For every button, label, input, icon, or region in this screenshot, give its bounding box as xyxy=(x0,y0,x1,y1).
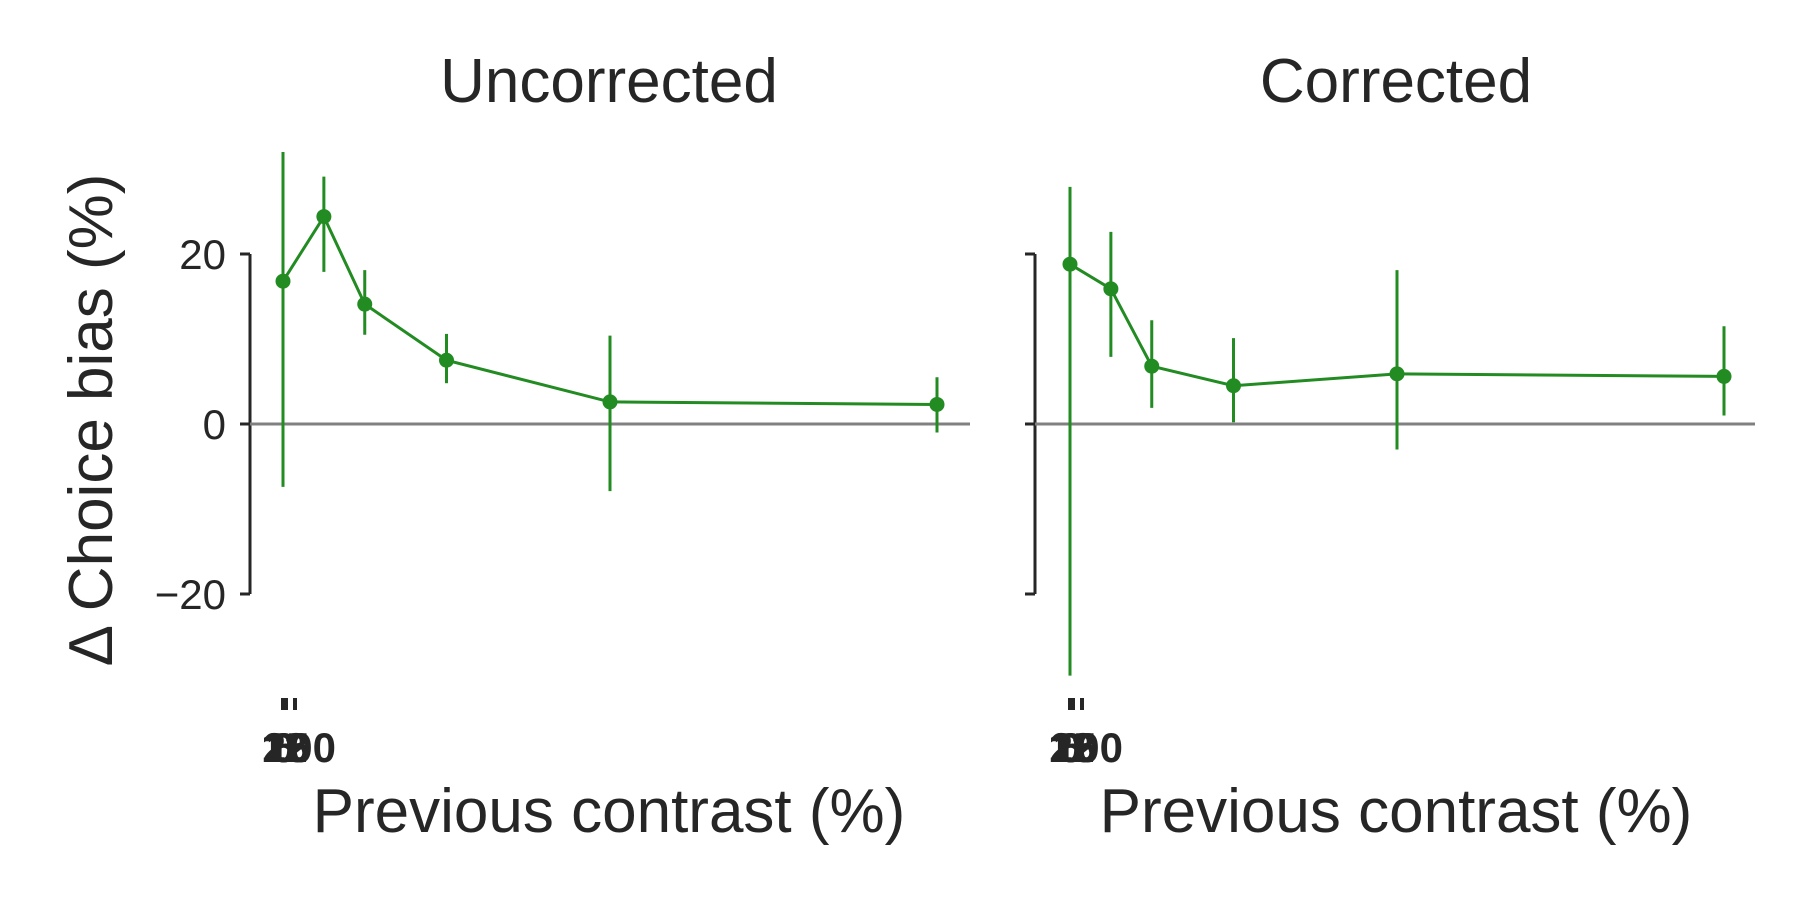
x-axis-label: Previous contrast (%) xyxy=(1100,777,1693,846)
y-tick-label: 20 xyxy=(179,231,226,278)
data-point xyxy=(316,209,332,225)
data-point xyxy=(929,396,945,412)
x-tick-label: 100 xyxy=(266,724,336,771)
data-point xyxy=(1103,281,1119,297)
series-line xyxy=(1069,262,1725,388)
y-tick-label: 0 xyxy=(203,401,226,448)
y-tick-label: −20 xyxy=(155,571,226,618)
panel-uncorrected: Uncorrected Previous contrast (%) −20 0 20… xyxy=(155,47,970,846)
data-point xyxy=(1716,368,1732,384)
data-point xyxy=(602,394,618,410)
x-tick-label: 0 xyxy=(271,724,294,771)
data-point xyxy=(275,273,291,289)
data-point xyxy=(1226,378,1241,394)
x-tick-label: 0 xyxy=(1058,724,1081,771)
x-tick-label: 25 xyxy=(1050,724,1097,771)
y-axis-label: Δ Choice bias (%) xyxy=(57,174,126,667)
panel-corrected: Corrected Previous contrast (%) 06122510… xyxy=(1025,47,1755,846)
data-point xyxy=(1062,256,1078,272)
data-point xyxy=(439,352,454,368)
x-tick-label: 12 xyxy=(1048,724,1095,771)
data-point xyxy=(1389,366,1405,382)
x-tick-label: 25 xyxy=(263,724,310,771)
x-tick-label: 12 xyxy=(261,724,308,771)
series-line xyxy=(281,213,938,406)
data-point xyxy=(357,296,373,312)
panel-title: Uncorrected xyxy=(440,47,778,116)
panel-title: Corrected xyxy=(1260,47,1532,116)
x-axis-label: Previous contrast (%) xyxy=(313,777,906,846)
data-point xyxy=(1144,358,1160,374)
x-tick-label: 100 xyxy=(1053,724,1123,771)
x-tick-label: 6 xyxy=(1059,724,1082,771)
x-tick-label: 6 xyxy=(272,724,295,771)
